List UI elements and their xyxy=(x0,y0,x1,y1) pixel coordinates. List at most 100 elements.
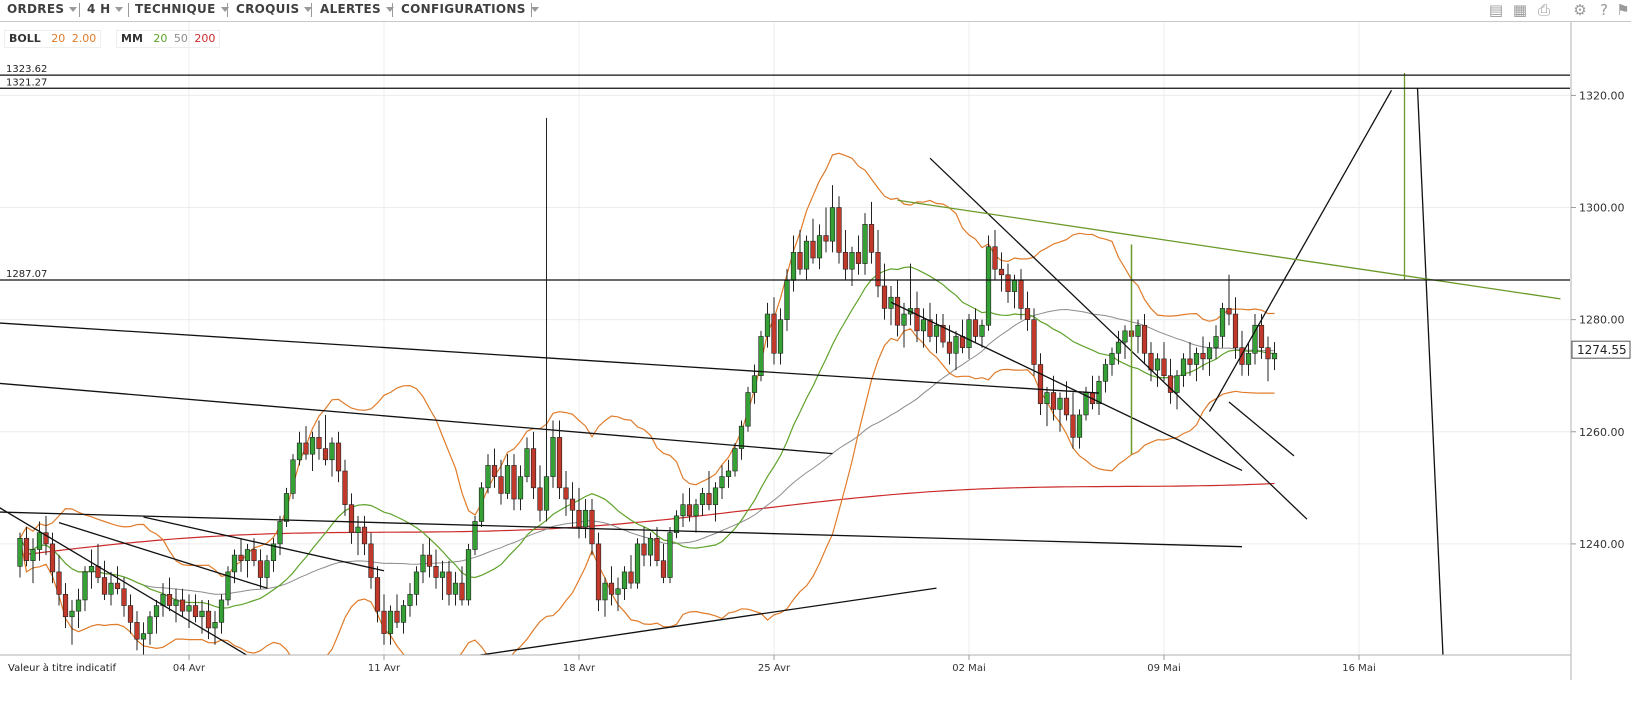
candle xyxy=(686,487,693,522)
chevron-down-icon xyxy=(304,7,313,12)
candle xyxy=(121,577,127,617)
candle-body xyxy=(498,476,504,494)
candle xyxy=(1154,353,1161,387)
candle xyxy=(1037,353,1044,415)
candle-body xyxy=(1239,347,1245,365)
x-tick-label: 11 Avr xyxy=(368,663,401,674)
candle-body xyxy=(777,319,784,354)
menu-technique[interactable]: TECHNIQUE xyxy=(135,2,229,16)
trendline-2 xyxy=(0,382,833,455)
menu-alertes[interactable]: ALERTES xyxy=(320,2,394,16)
candle xyxy=(1187,342,1193,376)
pin-icon[interactable]: ⚑ xyxy=(1616,1,1630,19)
candle-body xyxy=(231,554,238,573)
candle-body xyxy=(810,240,816,259)
print-icon[interactable]: ⎙ xyxy=(1537,1,1550,19)
candle-body xyxy=(407,594,413,606)
toolbar: ORDRES 4 H TECHNIQUE CROQUIS ALERTES CON… xyxy=(0,0,1631,22)
candle-body xyxy=(738,425,745,449)
candle xyxy=(628,555,634,589)
candle xyxy=(875,229,881,298)
candle xyxy=(719,465,725,500)
candle-body xyxy=(1037,364,1044,405)
candle xyxy=(823,207,829,253)
gear-icon[interactable]: ⚙ xyxy=(1573,1,1587,19)
candle-body xyxy=(296,442,303,461)
candle-body xyxy=(387,610,394,634)
candle xyxy=(842,229,849,281)
candle-body xyxy=(56,571,62,595)
candle-body xyxy=(394,610,400,623)
candle xyxy=(647,532,654,567)
candle xyxy=(166,577,173,612)
candle xyxy=(342,459,348,516)
candle-body xyxy=(524,448,530,477)
candle xyxy=(693,499,699,533)
divider xyxy=(392,3,393,17)
candle-body xyxy=(881,285,888,309)
candle-body xyxy=(166,594,173,606)
trendline-8 xyxy=(475,587,937,655)
boll-indicator-label[interactable]: BOLL 20 2.00 xyxy=(4,30,102,48)
candle xyxy=(426,538,433,578)
menu-configurations[interactable]: CONFIGURATIONS xyxy=(401,2,539,16)
candle-body xyxy=(179,599,186,612)
candle-body xyxy=(953,336,959,354)
chevron-down-icon xyxy=(220,7,229,12)
candle xyxy=(680,493,686,528)
candle-body xyxy=(608,582,615,595)
candle-body xyxy=(712,487,719,505)
candle xyxy=(17,532,23,578)
mm50-line xyxy=(19,308,1275,595)
candle-body xyxy=(472,521,478,550)
candle-body xyxy=(1005,274,1011,292)
y-tick-label: 1240.00 xyxy=(1579,538,1625,551)
chevron-down-icon xyxy=(385,7,394,12)
candle xyxy=(758,330,764,382)
current-price-label: 1274.55 xyxy=(1577,343,1627,357)
candle-body xyxy=(238,554,244,561)
candle-body xyxy=(153,605,160,618)
candle-body xyxy=(803,240,810,270)
menu-croquis[interactable]: CROQUIS xyxy=(236,2,313,16)
candle-body xyxy=(699,493,706,505)
mm-period-20: 20 xyxy=(153,32,168,45)
candle xyxy=(563,471,569,516)
candle xyxy=(335,431,342,483)
candle xyxy=(602,577,608,617)
help-icon[interactable]: ? xyxy=(1600,1,1608,19)
candle xyxy=(407,583,413,617)
image-icon[interactable]: ▦ xyxy=(1512,1,1528,19)
candle-body xyxy=(1193,352,1200,365)
candle xyxy=(517,465,524,511)
plot-area xyxy=(0,72,1561,655)
mm-indicator-label[interactable]: MM 20 50 200 xyxy=(116,30,221,48)
layers-icon[interactable]: ▤ xyxy=(1488,1,1504,19)
candle xyxy=(1031,308,1037,376)
candle xyxy=(1050,375,1057,421)
candle xyxy=(1076,409,1083,449)
mm-period-50: 50 xyxy=(173,32,188,45)
price-chart[interactable]: 1323.62 1321.27 1287.07 1240.00 1260.00 1280.… xyxy=(0,22,1631,705)
candle xyxy=(296,431,303,466)
candle-body xyxy=(1226,308,1232,315)
candle-body xyxy=(634,543,641,584)
candle xyxy=(251,538,257,567)
candle-body xyxy=(459,582,465,601)
divider xyxy=(79,3,80,17)
candle-body xyxy=(686,504,693,517)
candle xyxy=(732,442,738,477)
candle xyxy=(998,252,1005,292)
menu-ordres[interactable]: ORDRES xyxy=(7,2,78,16)
candle-body xyxy=(1180,358,1187,376)
candle xyxy=(1226,274,1232,326)
candle-body xyxy=(173,599,179,606)
candle-body xyxy=(595,543,602,601)
menu-timeframe[interactable]: 4 H xyxy=(87,2,124,16)
divider xyxy=(227,3,228,17)
candle xyxy=(316,420,322,460)
candle xyxy=(153,599,160,634)
candle xyxy=(465,543,472,606)
candle xyxy=(1232,297,1239,359)
candle xyxy=(114,566,121,595)
